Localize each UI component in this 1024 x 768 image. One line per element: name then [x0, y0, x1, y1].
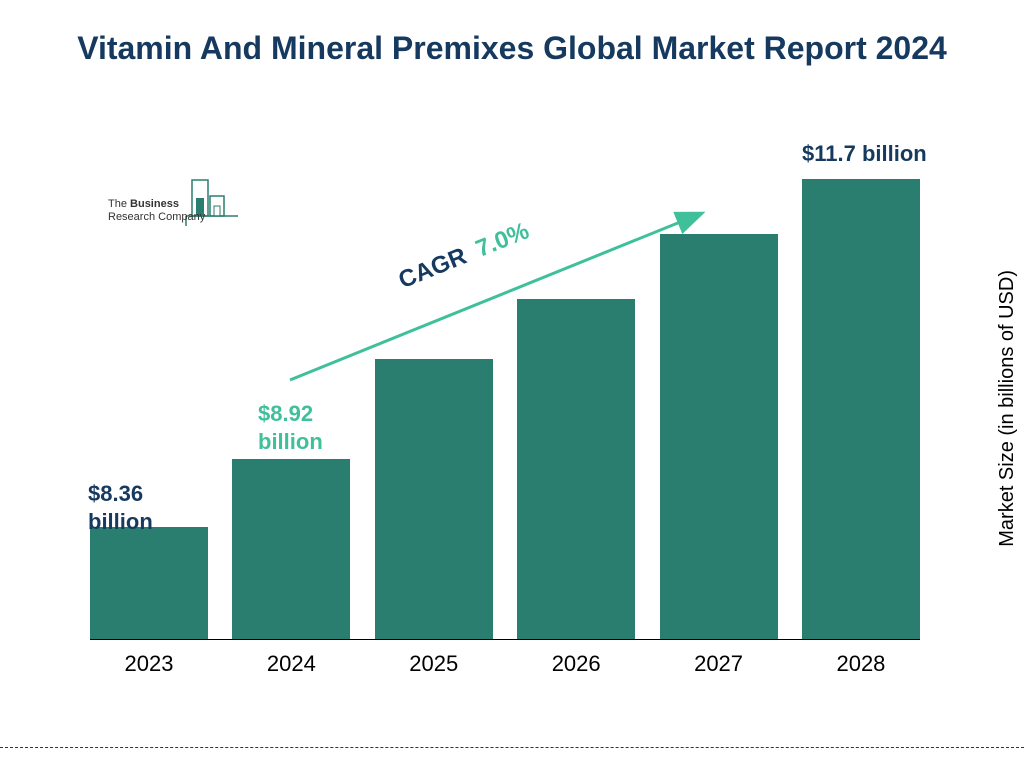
value-2024-text: $8.92billion [258, 401, 323, 454]
xlabel-4: 2027 [660, 645, 778, 680]
bar-2025 [375, 359, 493, 639]
xlabel-3: 2026 [517, 645, 635, 680]
xlabel-5: 2028 [802, 645, 920, 680]
y-axis-label: Market Size (in billions of USD) [996, 270, 1019, 547]
bar-2023 [90, 527, 208, 639]
x-axis-labels: 2023 2024 2025 2026 2027 2028 [90, 645, 920, 680]
value-label-2028: $11.7 billion [802, 140, 927, 168]
bar-2024 [232, 459, 350, 639]
value-2028-text: $11.7 billion [802, 141, 927, 166]
value-label-2024: $8.92billion [258, 400, 323, 455]
xlabel-2: 2025 [375, 645, 493, 680]
chart-title: Vitamin And Mineral Premixes Global Mark… [0, 28, 1024, 70]
bar-2028 [802, 179, 920, 639]
value-label-2023: $8.36billion [88, 480, 153, 535]
xlabel-0: 2023 [90, 645, 208, 680]
xlabel-1: 2024 [232, 645, 350, 680]
bottom-divider [0, 747, 1024, 748]
value-2023-text: $8.36billion [88, 481, 153, 534]
